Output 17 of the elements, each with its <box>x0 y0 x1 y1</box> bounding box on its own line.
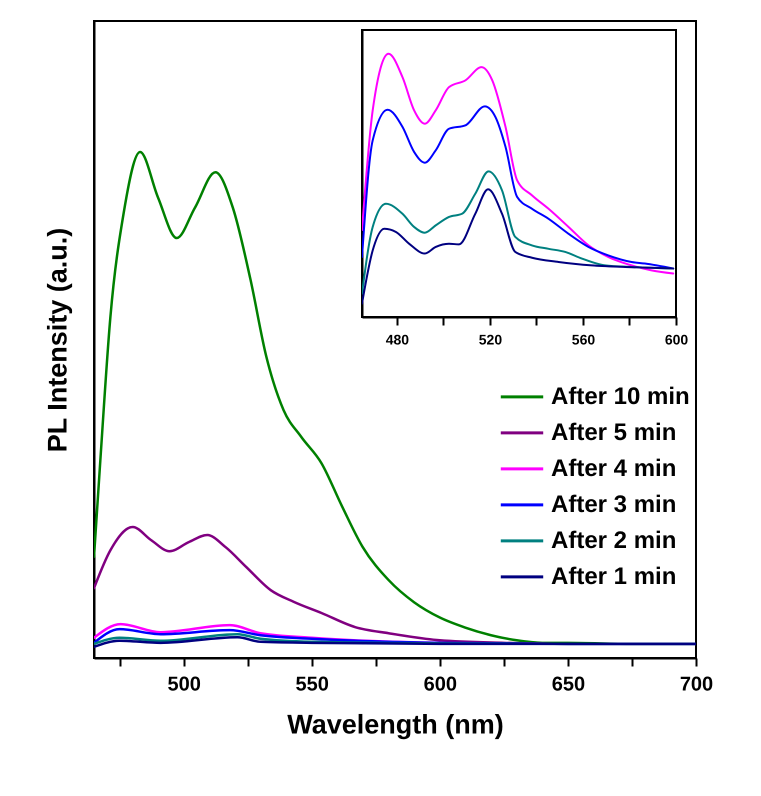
legend-label: After 5 min <box>551 418 676 446</box>
legend-label: After 4 min <box>551 454 676 482</box>
legend-label: After 3 min <box>551 490 676 518</box>
y-axis-title: PL Intensity (a.u.) <box>42 228 72 452</box>
x-tick-label: 560 <box>572 332 596 348</box>
x-tick-label: 600 <box>664 332 688 348</box>
legend-label: After 10 min <box>551 382 690 410</box>
legend-label: After 2 min <box>551 526 676 554</box>
legend-label: After 1 min <box>551 562 676 590</box>
x-tick-label: 500 <box>167 674 201 696</box>
x-tick-label: 600 <box>424 674 458 696</box>
x-axis-title: Wavelength (nm) <box>287 710 504 740</box>
x-tick-label: 480 <box>386 332 410 348</box>
x-tick-label: 550 <box>296 674 329 696</box>
x-tick-label: 650 <box>552 674 586 696</box>
x-tick-label: 700 <box>680 674 714 696</box>
x-tick-label: 520 <box>478 332 502 348</box>
